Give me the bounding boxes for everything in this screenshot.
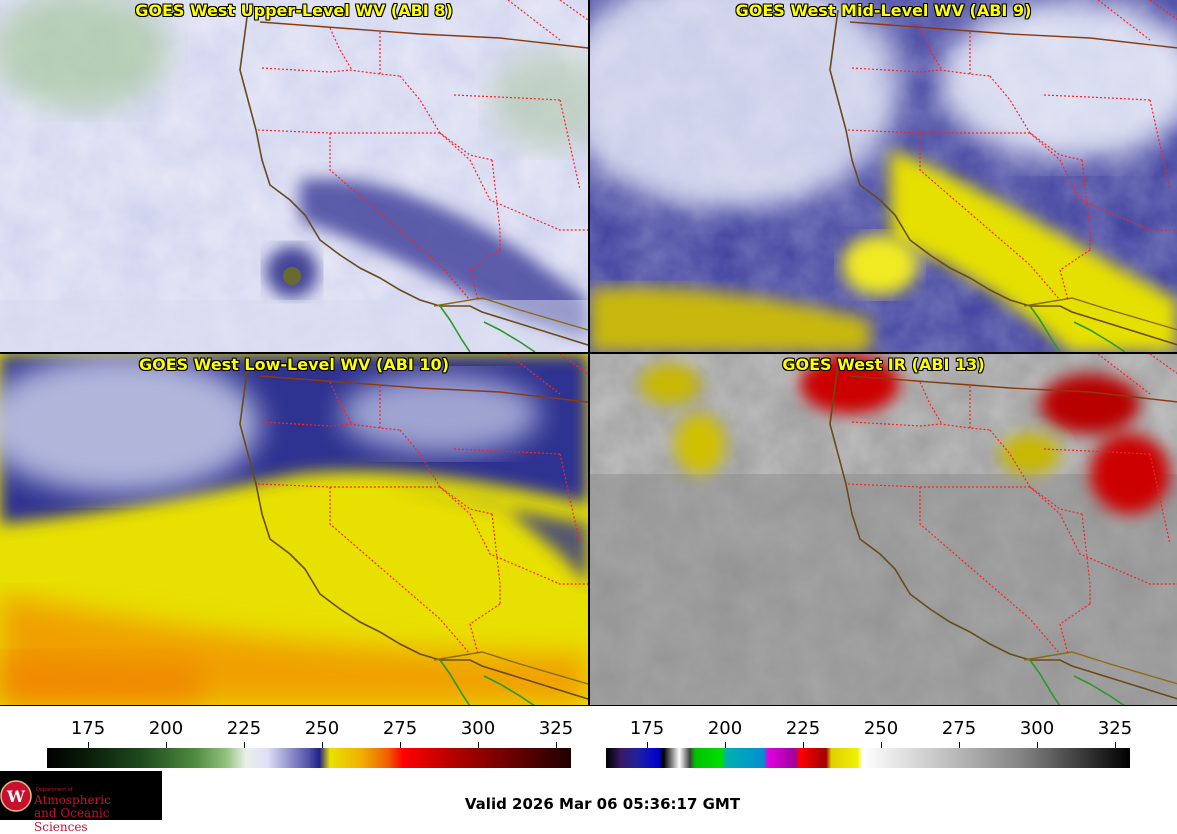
wv-tick-label: 275 — [382, 718, 418, 739]
panel-title: GOES West Low-Level WV (ABI 10) — [138, 355, 449, 374]
ir-tick-mark — [1037, 742, 1038, 748]
wv-tick-label: 175 — [70, 718, 106, 739]
ir-tick-label: 275 — [941, 718, 977, 739]
ir-image — [590, 354, 1177, 705]
ir-tick-mark — [881, 742, 882, 748]
panel-title: GOES West Upper-Level WV (ABI 8) — [135, 1, 453, 20]
wv-tick-label: 225 — [226, 718, 262, 739]
panel-divider-horizontal — [0, 352, 1177, 354]
wv-tick-mark — [322, 742, 323, 748]
panel-ir: GOES West IR (ABI 13) — [590, 354, 1177, 705]
ir-tick-label: 200 — [707, 718, 743, 739]
wv-tick-mark — [88, 742, 89, 748]
ir-tick-mark — [725, 742, 726, 748]
wv-tick-mark — [166, 742, 167, 748]
ir-tick-label: 225 — [785, 718, 821, 739]
ir-tick-mark — [647, 742, 648, 748]
svg-text:W: W — [6, 787, 26, 806]
ir-tick-label: 175 — [629, 718, 665, 739]
uw-crest-icon: W — [0, 780, 32, 812]
panel-title: GOES West Mid-Level WV (ABI 9) — [735, 1, 1032, 20]
panel-low-wv: GOES West Low-Level WV (ABI 10) — [0, 354, 588, 705]
wv-colorbar — [47, 748, 571, 768]
wv-tick-label: 300 — [460, 718, 496, 739]
panel-title: GOES West IR (ABI 13) — [782, 355, 985, 374]
ir-colorbar — [606, 748, 1130, 768]
logo-small-text: Department of — [36, 787, 73, 793]
ir-tick-label: 250 — [863, 718, 899, 739]
logo-line1: Atmospheric — [34, 793, 111, 807]
panel-upper-wv: GOES West Upper-Level WV (ABI 8) — [0, 0, 588, 352]
upper-wv-image — [0, 0, 588, 352]
wv-tick-mark — [556, 742, 557, 748]
wv-tick-label: 250 — [304, 718, 340, 739]
wv-tick-label: 200 — [148, 718, 184, 739]
wv-tick-mark — [244, 742, 245, 748]
valid-time: Valid 2026 Mar 06 05:36:17 GMT — [464, 795, 741, 813]
wv-tick-label: 325 — [538, 718, 574, 739]
wv-tick-mark — [478, 742, 479, 748]
panel-divider-bottom — [0, 705, 1177, 706]
ir-tick-mark — [959, 742, 960, 748]
mid-wv-image — [590, 0, 1177, 352]
wv-tick-mark — [400, 742, 401, 748]
low-wv-image — [0, 354, 588, 705]
panel-mid-wv: GOES West Mid-Level WV (ABI 9) — [590, 0, 1177, 352]
ir-tick-label: 300 — [1019, 718, 1055, 739]
ir-tick-mark — [1115, 742, 1116, 748]
ir-tick-label: 325 — [1097, 718, 1133, 739]
ir-tick-mark — [803, 742, 804, 748]
